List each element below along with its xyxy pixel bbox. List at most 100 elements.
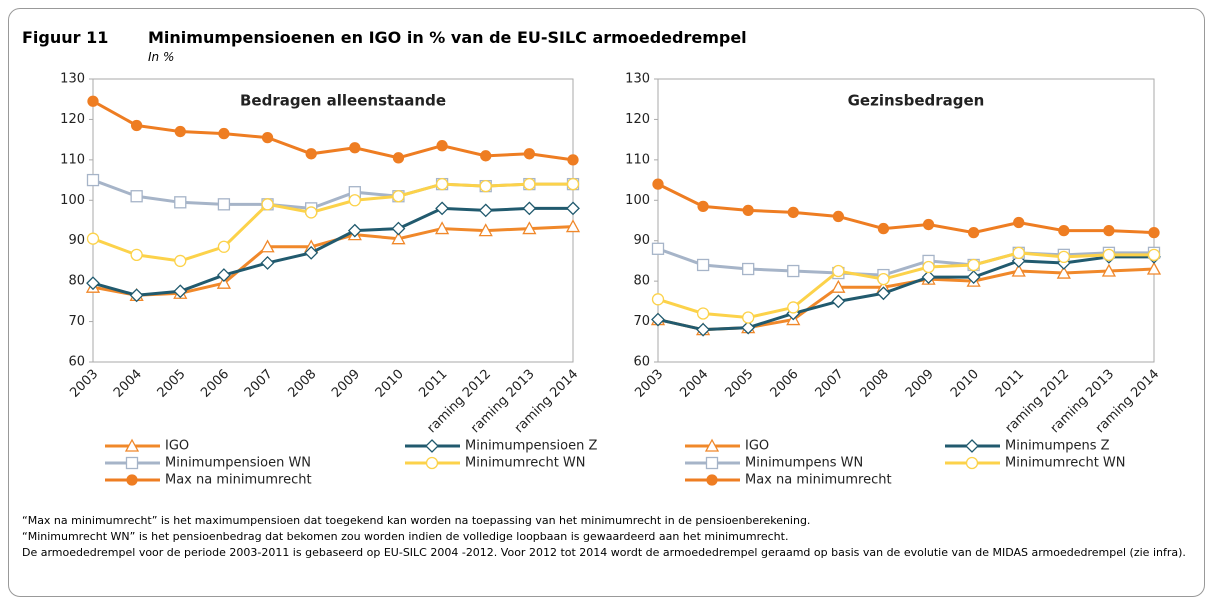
series-line — [657, 255, 1154, 332]
data-point — [1148, 226, 1160, 239]
data-point — [831, 294, 846, 309]
series-line — [657, 251, 1154, 320]
data-point — [480, 150, 492, 162]
data-point — [86, 232, 100, 245]
legend-marker — [124, 438, 140, 452]
legend-label: Max na minimumrecht — [745, 473, 892, 488]
data-point — [696, 307, 710, 320]
data-point — [566, 201, 580, 216]
data-point — [922, 218, 935, 231]
data-point — [741, 320, 756, 335]
x-tick-label: 2005 — [722, 367, 756, 401]
x-tick-label: 2007 — [813, 367, 847, 401]
data-point — [86, 173, 100, 187]
x-tick-label: 2008 — [285, 367, 319, 401]
data-point — [1146, 261, 1162, 275]
data-point — [876, 286, 891, 301]
note: “Max na minimumrecht” is het maximumpens… — [22, 514, 811, 527]
data-point — [435, 177, 449, 191]
legend-marker — [704, 438, 720, 452]
series-line — [657, 267, 1155, 332]
y-tick-label: 90 — [68, 233, 85, 248]
data-point — [787, 264, 800, 278]
legend-marker — [965, 439, 979, 453]
data-point — [567, 154, 579, 166]
data-point — [523, 177, 536, 191]
data-point — [217, 240, 231, 253]
data-point — [479, 179, 492, 193]
data-point — [216, 268, 231, 282]
y-tick-label: 110 — [60, 152, 85, 167]
data-point — [174, 254, 187, 268]
data-point — [1147, 248, 1161, 262]
legend-label: IGO — [165, 439, 189, 454]
data-point — [174, 125, 186, 138]
legend-label: Max na minimumrecht — [165, 473, 312, 488]
y-tick-label: 120 — [60, 112, 85, 127]
legend-label: IGO — [745, 439, 769, 454]
plot-area — [92, 78, 574, 363]
data-point — [174, 196, 187, 209]
data-point — [348, 194, 361, 207]
data-point — [921, 270, 936, 285]
series-line — [657, 247, 1154, 277]
data-point — [1056, 265, 1071, 279]
data-point — [86, 276, 100, 291]
data-point — [434, 221, 450, 235]
notes: “Max na minimumrecht” is het maximumpens… — [22, 513, 1197, 561]
legend-marker — [425, 439, 439, 453]
data-point — [261, 198, 274, 211]
data-point — [522, 221, 537, 235]
data-point — [130, 248, 143, 262]
legend-label: Minimumrecht WN — [465, 456, 586, 471]
y-tick-label: 60 — [633, 355, 650, 370]
data-point — [1058, 224, 1070, 237]
x-tick-label: 2008 — [858, 367, 892, 401]
data-point — [391, 221, 406, 236]
legend-label: Minimumpens Z — [1005, 439, 1110, 454]
y-tick-label: 80 — [68, 274, 85, 289]
data-point — [1057, 250, 1070, 264]
x-tick-label: 2003 — [67, 367, 101, 401]
data-point — [522, 201, 537, 216]
data-point — [967, 258, 980, 272]
data-point — [129, 288, 144, 303]
series-line — [92, 182, 573, 263]
data-point — [130, 190, 143, 203]
chart-title: Bedragen alleenstaande — [240, 92, 446, 110]
data-point — [696, 322, 711, 337]
data-point — [967, 226, 980, 239]
legend-label: Minimumpensioen Z — [465, 439, 597, 454]
x-tick-label: 2011 — [993, 367, 1027, 401]
data-point — [87, 95, 99, 107]
legend-label: Minimumpens WN — [745, 456, 863, 471]
x-tick-label: 2004 — [677, 367, 711, 401]
data-point — [966, 270, 981, 285]
series-line — [92, 206, 573, 297]
x-tick-label: 2007 — [242, 367, 276, 401]
data-point — [305, 206, 318, 219]
data-point — [696, 258, 710, 272]
frame — [8, 8, 1205, 597]
data-point — [523, 148, 536, 160]
legend-marker — [126, 474, 138, 486]
data-point — [1101, 263, 1117, 277]
series-line — [92, 225, 574, 297]
x-tick-label: 2006 — [768, 367, 802, 401]
y-tick-label: 80 — [633, 274, 650, 289]
x-tick-label: 2010 — [373, 367, 407, 401]
figure-title: Minimumpensioenen en IGO in % van de EU-… — [148, 28, 747, 47]
series-line — [92, 99, 574, 162]
legend-marker — [125, 456, 139, 470]
data-point — [391, 231, 406, 245]
x-tick-label: 2006 — [198, 367, 232, 401]
data-point — [787, 206, 799, 219]
figure-subtitle: In % — [148, 50, 175, 64]
data-point — [787, 301, 800, 314]
data-point — [566, 177, 580, 191]
data-point — [261, 131, 274, 144]
data-point — [1102, 248, 1116, 262]
data-point — [1103, 224, 1115, 237]
